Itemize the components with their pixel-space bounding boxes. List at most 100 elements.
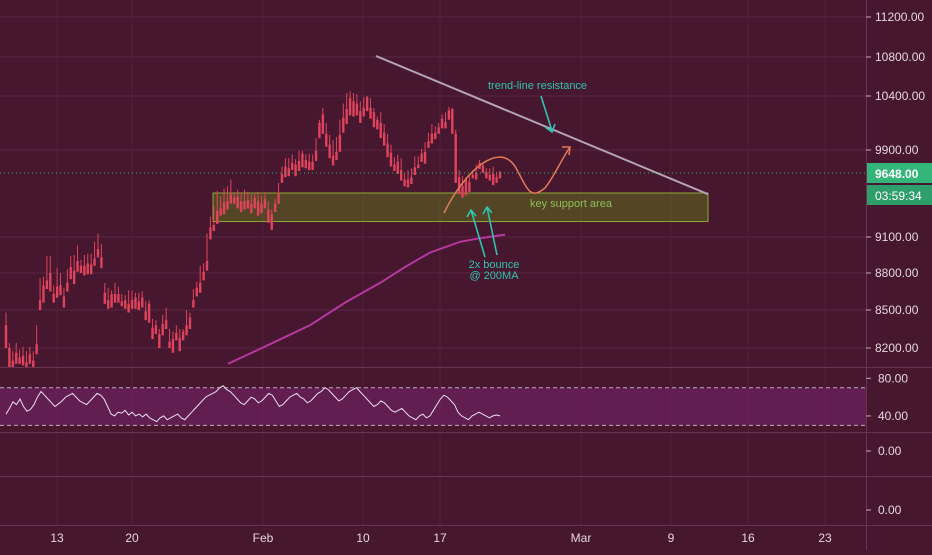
x-tick-label: 9 — [668, 531, 675, 545]
x-tick-label: 13 — [50, 531, 64, 545]
candle-body — [49, 273, 52, 292]
candle-body — [321, 114, 325, 134]
y-tick-label: 9100.00 — [875, 230, 919, 244]
candle-body — [188, 317, 192, 329]
y-tick-label: 8500.00 — [875, 303, 919, 317]
candle-body — [488, 175, 491, 181]
osc-tick-label: 0.00 — [878, 444, 902, 458]
candle-body — [342, 117, 345, 133]
price-axis[interactable]: 11200.00 10800.00 10400.00 9900.00 9100.00 88… — [866, 10, 932, 517]
countdown-badge — [867, 185, 932, 205]
candle-body — [447, 110, 451, 120]
candle-body — [362, 107, 365, 117]
x-tick-label: Mar — [571, 531, 592, 545]
candle-body — [393, 164, 396, 171]
annotation-labels: trend-line resistance key support area 2x … — [469, 80, 613, 282]
candle-body — [86, 263, 89, 275]
candle-body — [164, 320, 168, 329]
candle-body — [444, 121, 447, 129]
ma200-line — [227, 233, 506, 365]
candle-body — [158, 334, 161, 348]
candle-body — [72, 270, 76, 285]
time-axis[interactable]: 13 20 Feb 10 17 Mar 9 16 23 — [50, 531, 832, 545]
candle-body — [233, 197, 236, 204]
candle-body — [243, 201, 246, 210]
candle-body — [471, 175, 474, 179]
candle-body — [130, 300, 134, 309]
candle-body — [62, 296, 66, 308]
candle-body — [28, 354, 32, 364]
candle-body — [359, 111, 362, 123]
trendline-label: trend-line resistance — [488, 80, 587, 92]
candle-body — [246, 200, 250, 209]
candle-body — [141, 297, 144, 308]
candle-body — [83, 265, 86, 276]
candles — [4, 91, 502, 367]
candle-body — [144, 311, 147, 321]
rsi-line — [5, 385, 501, 423]
candle-body — [369, 107, 372, 119]
countdown-label: 03:59:34 — [875, 189, 922, 203]
candle-body — [382, 132, 386, 146]
candle-body — [376, 119, 379, 130]
x-tick-label: 16 — [741, 531, 755, 545]
candle-body — [147, 303, 151, 323]
y-tick-label: 11200.00 — [875, 10, 924, 24]
candle-body — [420, 153, 423, 162]
candle-body — [4, 325, 8, 348]
candle-body — [236, 196, 239, 209]
candle-body — [485, 171, 488, 179]
support-zone-box — [212, 192, 709, 223]
x-tick-label: Feb — [253, 531, 274, 545]
ma200-series — [227, 233, 506, 365]
candle-body — [250, 203, 253, 214]
candle-body — [461, 186, 464, 198]
candle-body — [55, 286, 59, 298]
candle-body — [222, 202, 226, 215]
candle-body — [253, 197, 256, 209]
candle-body — [365, 97, 369, 112]
candle-body — [464, 179, 468, 196]
candle-body — [256, 201, 260, 216]
x-tick-label: 10 — [356, 531, 370, 545]
candle-body — [434, 132, 437, 140]
candle-body — [457, 177, 461, 195]
candle-body — [124, 300, 127, 309]
candle-body — [396, 161, 399, 174]
candle-body — [314, 150, 318, 161]
candle-body — [406, 179, 410, 188]
support-zone — [212, 192, 709, 223]
candle-body — [400, 170, 403, 181]
x-tick-label: 23 — [818, 531, 832, 545]
candle-body — [454, 133, 457, 183]
candle-body — [66, 282, 69, 292]
candle-body — [311, 161, 314, 171]
candle-body — [427, 141, 430, 148]
candle-body — [379, 123, 382, 139]
candle-body — [440, 118, 444, 129]
candle-body — [216, 210, 219, 224]
candle-body — [45, 280, 49, 290]
candle-body — [110, 293, 113, 308]
candle-body — [192, 300, 195, 308]
candle-body — [481, 165, 485, 173]
candle-body — [325, 133, 328, 147]
candle-body — [107, 300, 110, 309]
candle-body — [100, 257, 103, 269]
candle-body — [59, 285, 62, 296]
candle-body — [205, 261, 209, 271]
candle-body — [212, 225, 216, 232]
candle-body — [335, 151, 338, 161]
candle-body — [52, 293, 55, 303]
candle-body — [117, 293, 120, 303]
candle-body — [331, 155, 335, 166]
candle-body — [120, 301, 124, 307]
candle-body — [35, 344, 38, 355]
candle-body — [277, 193, 280, 204]
candle-body — [209, 227, 212, 240]
candle-body — [151, 327, 154, 340]
candle-body — [79, 265, 83, 273]
candle-body — [273, 203, 277, 213]
